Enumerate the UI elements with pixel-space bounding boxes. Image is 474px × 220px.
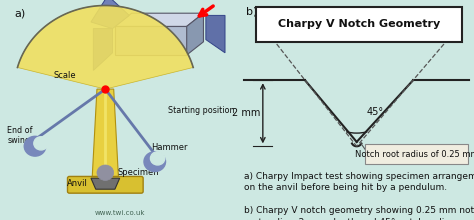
Polygon shape <box>18 6 193 89</box>
FancyBboxPatch shape <box>256 7 462 42</box>
Circle shape <box>34 137 48 150</box>
Text: a) Charpy Impact test showing specimen arrangement
on the anvil before being hit: a) Charpy Impact test showing specimen a… <box>244 172 474 192</box>
Text: Specimen: Specimen <box>117 168 159 177</box>
Polygon shape <box>91 178 119 189</box>
Text: b) Charpy V notch geometry showing 0.25 mm notch
root radius, 2 mm, depth and 45: b) Charpy V notch geometry showing 0.25 … <box>244 206 474 220</box>
Circle shape <box>150 152 165 165</box>
FancyBboxPatch shape <box>365 144 468 164</box>
Text: Anvil: Anvil <box>67 179 88 188</box>
Text: Hammer: Hammer <box>151 143 187 152</box>
Text: b): b) <box>246 7 258 16</box>
Text: 45°: 45° <box>366 107 383 117</box>
Polygon shape <box>115 13 203 26</box>
Text: End of
swing: End of swing <box>7 126 33 145</box>
Text: www.twi.co.uk: www.twi.co.uk <box>94 210 145 216</box>
Text: Notch root radius of 0.25 mm: Notch root radius of 0.25 mm <box>355 150 474 158</box>
Polygon shape <box>92 89 118 178</box>
Polygon shape <box>206 15 225 53</box>
Text: Charpy V Notch Geometry: Charpy V Notch Geometry <box>278 19 440 29</box>
Text: Starting position: Starting position <box>168 106 234 114</box>
Polygon shape <box>91 0 129 29</box>
Polygon shape <box>93 29 112 70</box>
Circle shape <box>144 152 165 172</box>
Text: Scale: Scale <box>53 71 76 80</box>
FancyBboxPatch shape <box>67 176 143 193</box>
Text: 2 mm: 2 mm <box>232 108 261 118</box>
Circle shape <box>24 136 46 156</box>
Polygon shape <box>115 26 187 55</box>
Circle shape <box>97 165 114 180</box>
Polygon shape <box>187 13 203 55</box>
Text: a): a) <box>14 9 26 19</box>
